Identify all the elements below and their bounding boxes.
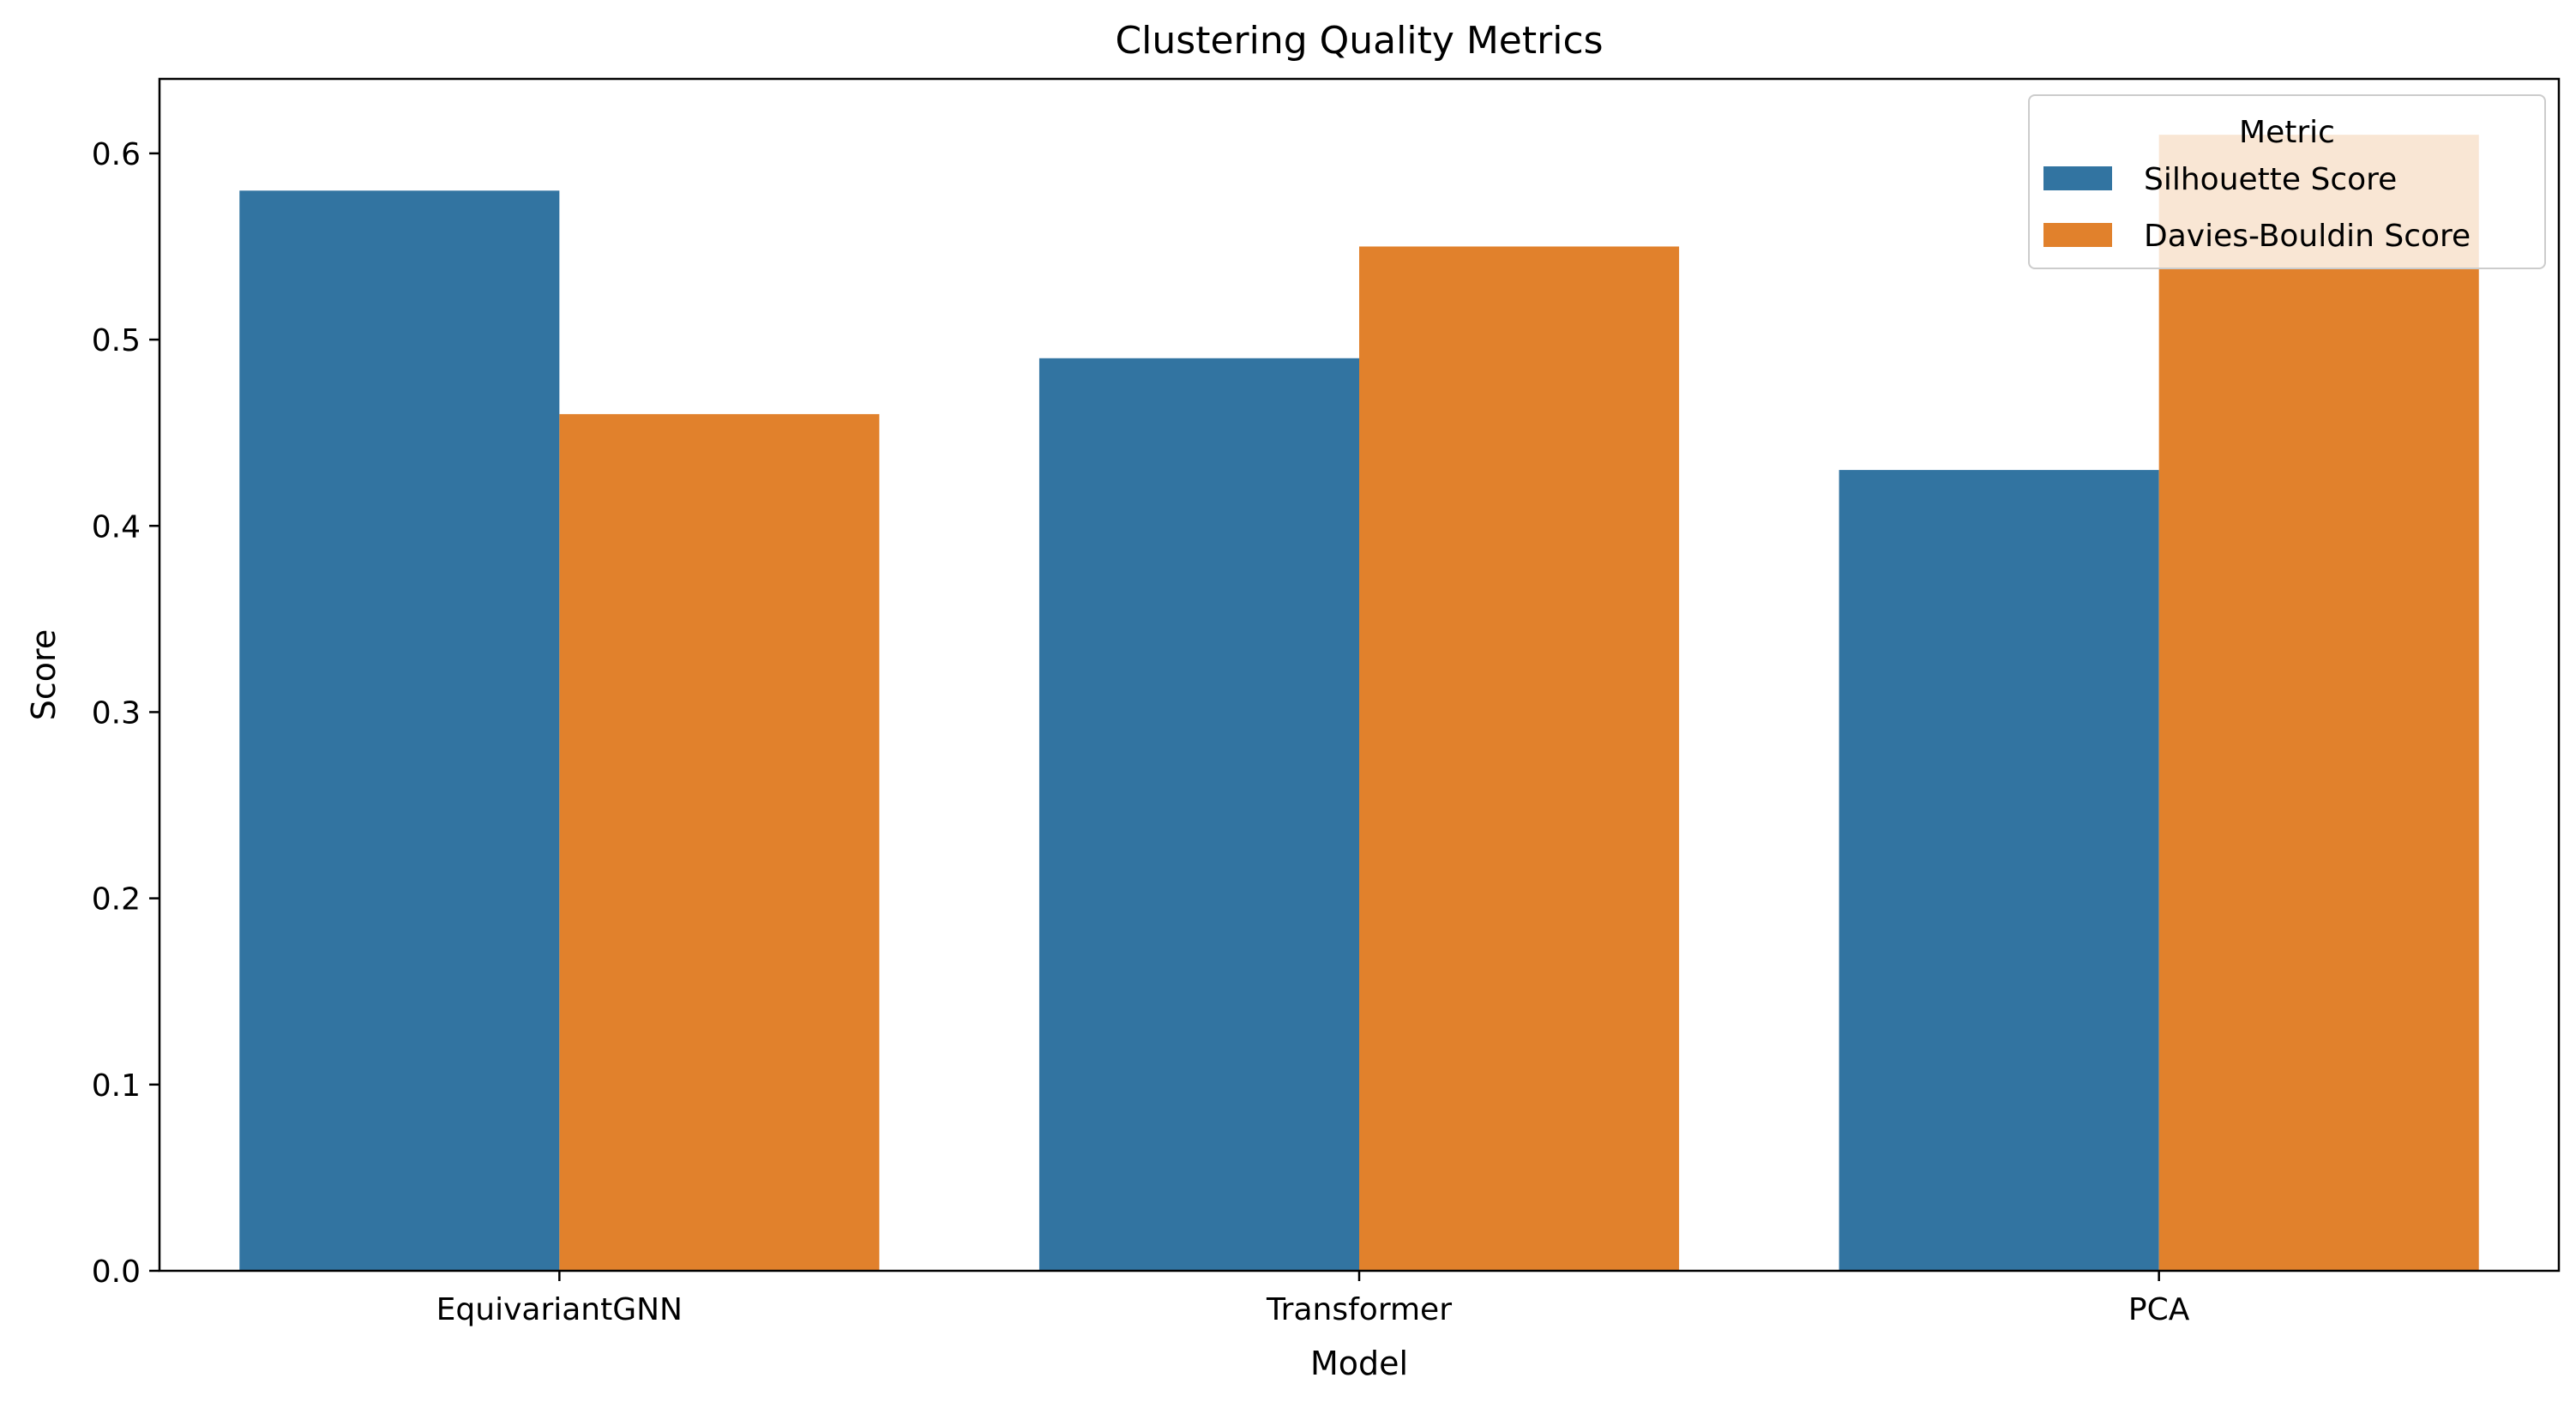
y-tick-label: 0.0: [92, 1255, 141, 1290]
x-axis: EquivariantGNN Transformer PCA: [436, 1271, 2190, 1327]
bar-davies-bouldin-score-pca: [2158, 135, 2479, 1271]
plot-frame: [158, 77, 2561, 1273]
x-tick-label: Transformer: [1266, 1292, 1452, 1327]
legend-title: Metric: [2239, 115, 2335, 150]
x-tick-label: PCA: [2128, 1292, 2190, 1327]
bar-silhouette-score-transformer: [1038, 358, 1359, 1271]
bar-silhouette-score-equivariantgnn: [239, 190, 560, 1271]
x-tick-label: EquivariantGNN: [436, 1292, 683, 1327]
legend-swatch-davies-bouldin: [2043, 223, 2112, 247]
legend-label-silhouette: Silhouette Score: [2144, 162, 2397, 197]
legend-swatch-silhouette: [2043, 166, 2112, 190]
y-tick-label: 0.4: [92, 509, 141, 545]
y-axis-label: Score: [25, 629, 63, 720]
legend-label-davies-bouldin: Davies-Bouldin Score: [2144, 219, 2471, 254]
legend: Metric Silhouette Score Davies-Bouldin S…: [2028, 94, 2546, 269]
bars-layer: [239, 135, 2479, 1271]
bar-davies-bouldin-score-equivariantgnn: [559, 413, 880, 1271]
x-axis-label: Model: [1310, 1345, 1408, 1382]
y-tick-label: 0.6: [92, 137, 141, 172]
y-tick-label: 0.2: [92, 882, 141, 918]
y-tick-label: 0.3: [92, 695, 141, 731]
y-tick-label: 0.1: [92, 1068, 141, 1104]
bar-davies-bouldin-score-transformer: [1359, 246, 1680, 1271]
chart-title: Clustering Quality Metrics: [1115, 19, 1603, 63]
y-axis: 0.0 0.1 0.2 0.3 0.4 0.5 0.6: [92, 137, 159, 1290]
bar-silhouette-score-pca: [1839, 470, 2159, 1271]
legend-box: [2028, 94, 2546, 269]
y-tick-label: 0.5: [92, 323, 141, 358]
